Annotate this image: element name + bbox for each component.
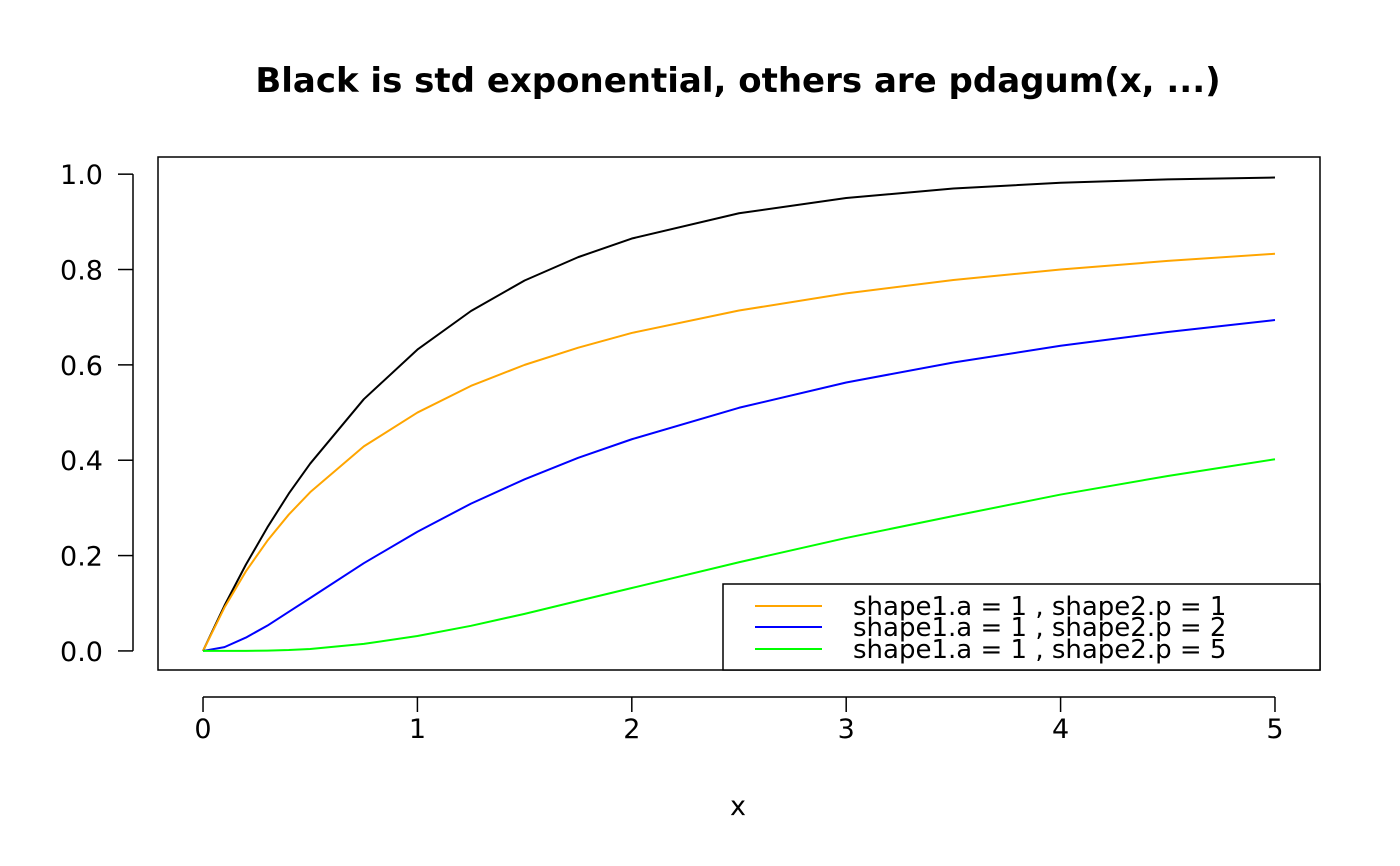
x-axis: 0 1 2 3 4 5 <box>194 696 1284 745</box>
y-tick-label: 1.0 <box>60 160 103 191</box>
series-line-3 <box>203 458 1276 652</box>
legend-entry-label: shape1.a = 1 , shape2.p = 5 <box>853 635 1226 665</box>
curves <box>202 176 1276 652</box>
series-line-0 <box>202 176 1275 652</box>
legend-entry-label: shape1.a = 1 , shape2.p = 2 <box>853 613 1226 643</box>
y-tick-label: 0.0 <box>60 637 103 668</box>
x-tick-label: 1 <box>409 714 426 745</box>
x-tick-label: 0 <box>194 714 211 745</box>
y-tick-label: 0.8 <box>60 256 103 287</box>
chart-title: Black is std exponential, others are pda… <box>255 61 1220 101</box>
x-tick-label: 3 <box>838 714 855 745</box>
legend-entry-label: shape1.a = 1 , shape2.p = 1 <box>853 592 1226 622</box>
y-tick-label: 0.4 <box>60 446 103 477</box>
x-tick-label: 5 <box>1266 714 1283 745</box>
y-tick-label: 0.2 <box>60 542 103 573</box>
x-axis-label: x <box>730 791 746 822</box>
series-line-1 <box>202 252 1276 652</box>
series-line-2 <box>202 319 1276 652</box>
y-axis: 0.0 0.2 0.4 0.6 0.8 1.0 <box>60 160 134 668</box>
y-tick-label: 0.6 <box>60 351 103 382</box>
legend-box <box>722 583 1321 671</box>
x-tick-label: 4 <box>1052 714 1069 745</box>
x-tick-label: 2 <box>623 714 640 745</box>
